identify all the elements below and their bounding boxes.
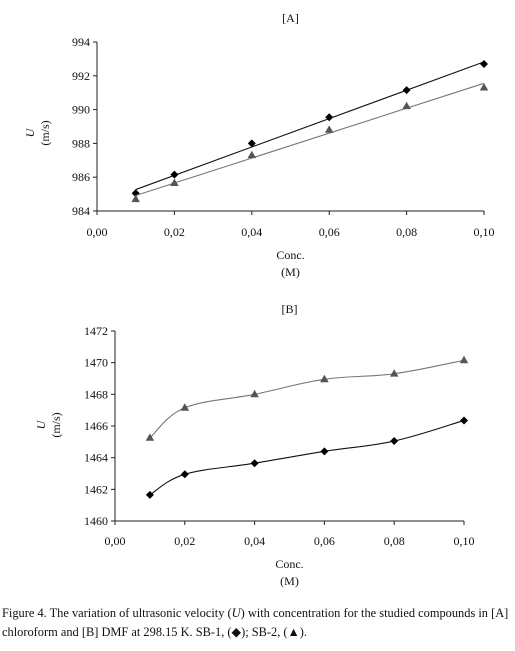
series-1-point [459, 355, 469, 364]
series-1-curve [149, 359, 465, 439]
y-tick-label: 1468 [84, 387, 108, 401]
series-0-point [480, 59, 488, 68]
x-tick-label: 0,00 [87, 225, 108, 239]
series-1-point [389, 369, 399, 377]
series-0-point [145, 490, 154, 499]
series-0-point [250, 459, 259, 468]
series-1-point [402, 101, 411, 110]
x-tick-label: 0,02 [174, 534, 195, 548]
y-tick-label: 1462 [84, 482, 108, 496]
y-tick-label: 1460 [84, 514, 108, 528]
x-tick-label: 0,06 [314, 534, 335, 548]
series-1-point [180, 403, 190, 411]
series-0-trend-line [135, 61, 485, 191]
x-axis-title: Conc. [276, 248, 304, 262]
y-tick-label: 984 [72, 204, 90, 218]
series-1-trend-line [135, 82, 485, 196]
series-1-point [247, 150, 257, 159]
series-1-point [250, 389, 259, 398]
series-1-point [131, 194, 140, 203]
chart-panel-1: [B] 1460 1462 1464 1466 1468 1470 1472 0,00 0,02 0… [34, 302, 475, 588]
y-tick-label: 990 [72, 103, 90, 117]
y-tick-label: 1464 [84, 451, 108, 465]
x-axis-unit: (M) [281, 265, 300, 279]
caption-text-end: ) with concentration for the studied com… [2, 606, 509, 639]
caption-text-start: Figure 4. The variation of ultrasonic ve… [2, 606, 232, 620]
series-0-point [320, 447, 329, 456]
series-1-point [170, 178, 179, 187]
y-axis-title: U [34, 419, 48, 429]
x-tick-label: 0,00 [105, 534, 126, 548]
chart-panel-0: [A] 984 986 988 990 992 994 0,00 0,02 0,04 0,06 0,0… [23, 11, 495, 279]
series-0-point [460, 416, 468, 425]
x-axis-unit: (M) [280, 574, 299, 588]
x-axis-title: Conc. [275, 557, 303, 571]
series-1-point [324, 125, 334, 133]
y-axis-unit: (m/s) [38, 120, 52, 145]
caption-symbol: U [231, 606, 241, 620]
y-tick-label: 986 [72, 170, 90, 184]
figure-caption: Figure 4. The variation of ultrasonic ve… [2, 604, 514, 642]
series-1-point [479, 83, 489, 91]
y-axis-title: U [23, 127, 37, 137]
series-0-point [325, 113, 334, 122]
y-tick-label: 1472 [84, 324, 108, 338]
x-tick-label: 0,04 [244, 534, 265, 548]
x-tick-label: 0,02 [164, 225, 185, 239]
x-tick-label: 0,10 [474, 225, 495, 239]
y-axis-unit: (m/s) [49, 412, 63, 437]
series-0-point [247, 139, 256, 148]
panel-label: [A] [282, 11, 299, 25]
series-0-point [170, 170, 179, 179]
x-tick-label: 0,10 [454, 534, 475, 548]
x-tick-label: 0,06 [319, 225, 340, 239]
panel-label: [B] [282, 302, 298, 316]
y-tick-label: 992 [72, 69, 90, 83]
y-tick-label: 1466 [84, 419, 108, 433]
series-1-point [145, 433, 155, 441]
series-0-point [402, 86, 411, 95]
y-tick-label: 988 [72, 136, 90, 150]
x-tick-label: 0,04 [241, 225, 262, 239]
x-tick-label: 0,08 [384, 534, 405, 548]
series-0-point [180, 470, 189, 479]
series-0-curve [149, 419, 465, 496]
series-0-point [390, 437, 399, 446]
y-tick-label: 994 [72, 35, 90, 49]
x-tick-label: 0,08 [396, 225, 417, 239]
series-1-point [320, 374, 329, 383]
y-tick-label: 1470 [84, 356, 108, 370]
